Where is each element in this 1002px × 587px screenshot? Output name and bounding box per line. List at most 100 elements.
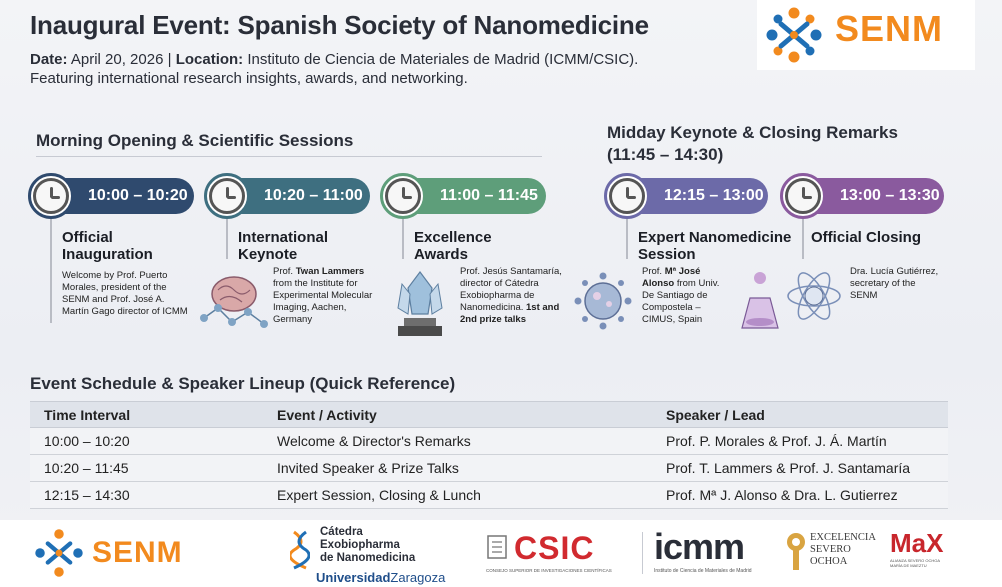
nanoparticle-icon xyxy=(574,272,632,330)
midday-section-title: Midday Keynote & Closing Remarks (11:45 … xyxy=(607,122,898,166)
event-meta: Date: April 20, 2026 | Location: Institu… xyxy=(30,50,750,88)
csic-text: CSIC xyxy=(514,530,595,566)
morning-divider xyxy=(36,156,542,157)
time-pill-label: 13:00 – 13:30 xyxy=(840,187,940,204)
timeline-connector xyxy=(402,219,404,259)
table-cell: Invited Speaker & Prize Talks xyxy=(263,454,652,482)
event-title: Expert Nanomedicine Session xyxy=(638,229,792,263)
helix-icon xyxy=(290,530,310,570)
event-title: Excellence Awards xyxy=(414,229,492,263)
table-header-row: Time Interval Event / Activity Speaker /… xyxy=(30,401,948,428)
event-desc: Prof. Mª José Alonso from Univ. De Santi… xyxy=(642,266,732,326)
timeline-connector xyxy=(802,219,804,259)
morning-section-title: Morning Opening & Scientific Sessions xyxy=(36,131,354,150)
speaker-name: Twan Lammers xyxy=(295,266,365,277)
event-desc: Welcome by Prof. Puerto Morales, preside… xyxy=(62,270,188,317)
midday-title-line2: (11:45 – 14:30) xyxy=(607,145,724,164)
senm-footer-text: SENM xyxy=(92,536,183,569)
location-label: Location: xyxy=(175,51,244,68)
desc-text: Prof. xyxy=(273,266,296,277)
time-pill-label: 10:00 – 10:20 xyxy=(88,187,188,204)
time-pill-label: 10:20 – 11:00 xyxy=(264,187,363,204)
event-title: Official Closing xyxy=(811,229,922,246)
timeline-connector xyxy=(50,219,52,323)
catedra-text: Cátedra Exobiopharma de Nanomedicina xyxy=(320,526,415,565)
event-desc: Prof. Jesús Santamaría, director of Cáte… xyxy=(460,266,564,326)
column-header: Speaker / Lead xyxy=(652,401,948,428)
time-pill-label: 12:15 – 13:00 xyxy=(664,187,764,204)
brain-network-icon xyxy=(200,276,268,328)
senm-logo-icon xyxy=(766,7,822,63)
max-logo: MaX ALIANZA SEVERO OCHOA MARÍA DE MAEZTU xyxy=(890,528,946,578)
speaker-name: Mª José Alonso xyxy=(642,266,701,289)
severo-ochoa-text: EXCELENCIA SEVERO OCHOA xyxy=(810,532,876,568)
desc-text: from Univ. De Santiago de Compostela – C… xyxy=(642,278,720,325)
senm-logo-text: SENM xyxy=(835,8,944,49)
clock-icon xyxy=(204,173,250,219)
date-label: Date: xyxy=(30,51,68,68)
meta-separator: | xyxy=(167,51,172,68)
senm-header-logo: SENM xyxy=(757,0,975,70)
event-title: International Keynote xyxy=(238,229,329,263)
catedra-logo: Cátedra Exobiopharma de Nanomedicina Uni… xyxy=(290,524,460,585)
column-header: Time Interval xyxy=(30,401,263,428)
sponsor-footer: SENM Cátedra Exobiopharma de Nanomedicin… xyxy=(0,520,1002,587)
severo-line: OCHOA xyxy=(810,556,848,567)
medal-icon xyxy=(787,533,805,570)
csic-emblem-icon xyxy=(487,535,507,559)
time-pill-label: 11:00 – 11:45 xyxy=(440,187,538,204)
event-desc: Dra. Lucía Gutiérrez, secretary of the S… xyxy=(850,266,939,301)
prize-talks: 1st and 2nd prize talks xyxy=(460,302,560,325)
timeline-connector xyxy=(226,219,228,259)
table-cell: Prof. T. Lammers & Prof. J. Santamaría xyxy=(652,454,948,482)
csic-subtitle: CONSEJO SUPERIOR DE INVESTIGACIONES CIEN… xyxy=(486,568,612,573)
catedra-line: Exobiopharma xyxy=(320,539,400,551)
event-title: Official Inauguration xyxy=(62,229,153,263)
event-desc: Prof. Twan Lammers from the Institute fo… xyxy=(273,266,379,326)
table-row: 10:20 – 11:45 Invited Speaker & Prize Ta… xyxy=(30,454,948,482)
max-subtitle: ALIANZA SEVERO OCHOA MARÍA DE MAEZTU xyxy=(890,558,940,568)
unizar-regular: Zaragoza xyxy=(390,570,446,585)
severo-line: SEVERO xyxy=(810,544,851,555)
trophy-crystal-icon xyxy=(397,271,443,336)
table-cell: Prof. Mª J. Alonso & Dra. L. Gutierrez xyxy=(652,481,948,509)
clock-icon xyxy=(28,173,74,219)
clock-icon xyxy=(380,173,426,219)
table-cell: 10:20 – 11:45 xyxy=(30,454,263,482)
table-row: 12:15 – 14:30 Expert Session, Closing & … xyxy=(30,481,948,509)
timeline-connector xyxy=(626,219,628,259)
lab-flask-icon xyxy=(741,272,779,329)
desc-text: Prof. xyxy=(642,266,665,277)
table-cell: 10:00 – 10:20 xyxy=(30,427,263,455)
footer-divider xyxy=(642,532,643,574)
catedra-line: de Nanomedicina xyxy=(320,552,416,564)
senm-logo-icon xyxy=(35,529,83,577)
table-cell: Expert Session, Closing & Lunch xyxy=(263,481,652,509)
table-cell: Prof. P. Morales & Prof. J. Á. Martín xyxy=(652,427,948,455)
icmm-subtitle: Instituto de Ciencia de Materiales de Ma… xyxy=(654,568,752,574)
location-value: Instituto de Ciencia de Materiales de Ma… xyxy=(247,51,639,68)
page-title: Inaugural Event: Spanish Society of Nano… xyxy=(30,10,649,40)
severo-ochoa-logo: EXCELENCIA SEVERO OCHOA xyxy=(786,528,886,578)
schedule-title: Event Schedule & Speaker Lineup (Quick R… xyxy=(30,374,456,393)
senm-atom-icon xyxy=(787,272,841,320)
catedra-line: Cátedra xyxy=(320,526,363,538)
max-text: MaX xyxy=(890,528,944,558)
unizar-bold: Universidad xyxy=(316,570,391,585)
midday-title-line1: Midday Keynote & Closing Remarks xyxy=(607,123,898,142)
icmm-logo: icmm Instituto de Ciencia de Materiales … xyxy=(654,526,778,576)
icmm-text: icmm xyxy=(654,526,745,567)
schedule-table: Time Interval Event / Activity Speaker /… xyxy=(30,401,948,509)
desc-text: from the Institute for Experimental Mole… xyxy=(273,278,373,325)
csic-logo: CSIC CONSEJO SUPERIOR DE INVESTIGACIONES… xyxy=(486,528,636,578)
clock-icon xyxy=(780,173,826,219)
table-cell: Welcome & Director's Remarks xyxy=(263,427,652,455)
clock-icon xyxy=(604,173,650,219)
senm-footer-logo: SENM xyxy=(34,526,224,578)
severo-line: EXCELENCIA xyxy=(810,532,876,543)
unizar-text: UniversidadZaragoza xyxy=(316,570,445,585)
column-header: Event / Activity xyxy=(263,401,652,428)
table-row: 10:00 – 10:20 Welcome & Director's Remar… xyxy=(30,427,948,455)
desc-text: Prof. Jesús Santamaría, director of Cáte… xyxy=(460,266,562,313)
